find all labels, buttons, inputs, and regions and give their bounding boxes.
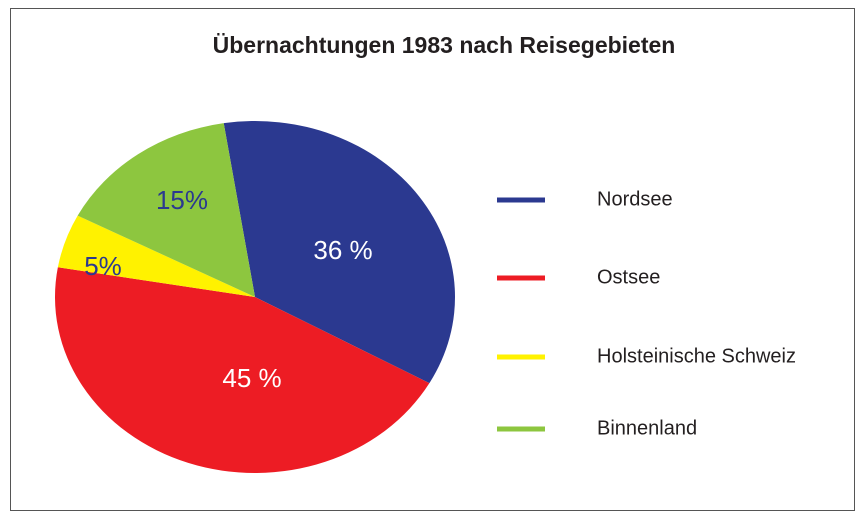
slice-label: 36 % [313,235,372,265]
slice-label: 15% [156,185,208,215]
legend-text: Nordsee [597,188,673,210]
pie-slice [77,123,255,297]
legend-text: Holsteinische Schweiz [597,345,796,367]
slice-label: 45 % [222,363,281,393]
pie-slice [57,215,255,297]
legend-text: Ostsee [597,266,660,288]
pie-slice [223,121,455,384]
slice-label: 5% [84,251,122,281]
chart-title: Übernachtungen 1983 nach Reisegebieten [213,32,676,58]
legend-text: Binnenland [597,417,697,439]
pie-slice [54,267,430,473]
